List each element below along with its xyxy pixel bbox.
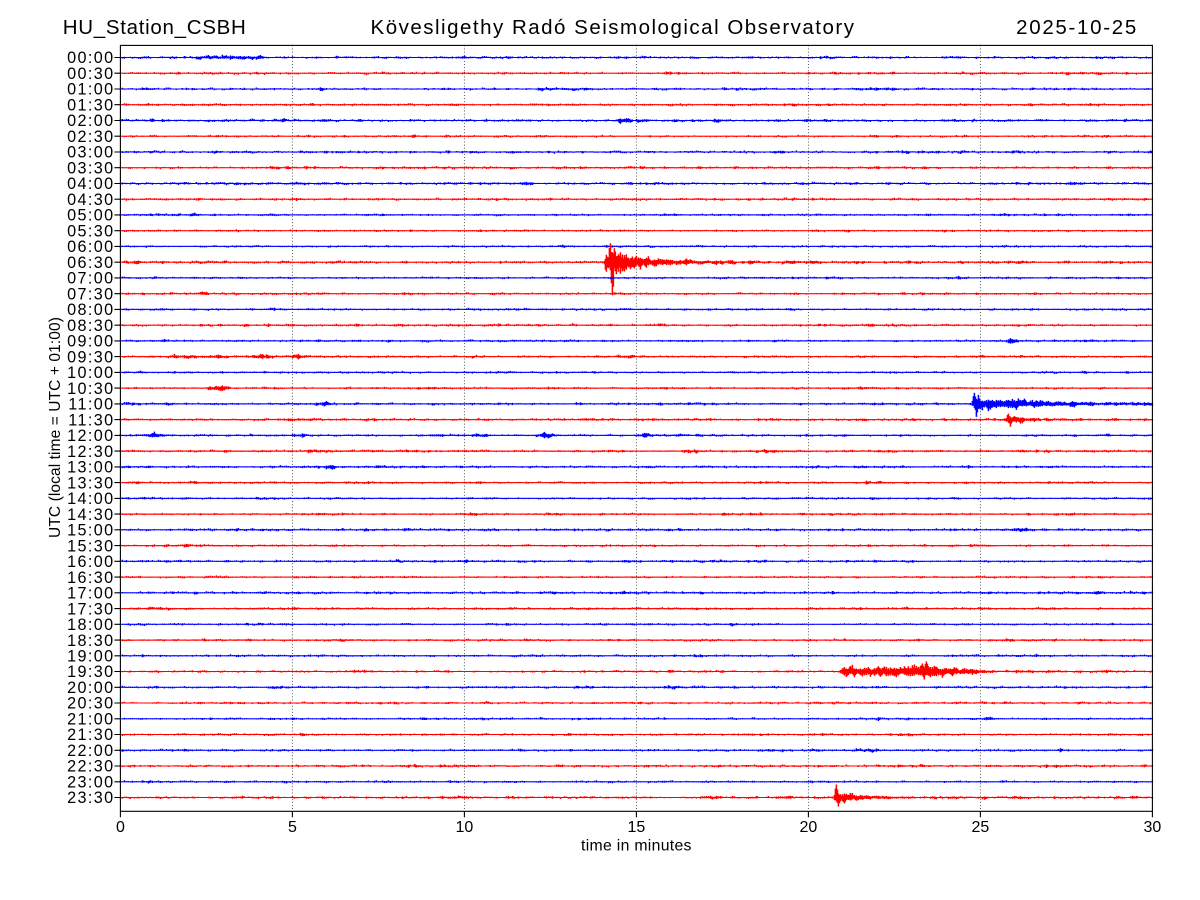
svg-text:12:30: 12:30 bbox=[67, 443, 115, 461]
svg-text:16:30: 16:30 bbox=[67, 569, 115, 587]
svg-text:08:30: 08:30 bbox=[67, 317, 115, 335]
svg-text:15:00: 15:00 bbox=[67, 522, 115, 540]
svg-text:11:00: 11:00 bbox=[68, 396, 114, 414]
svg-text:00:00: 00:00 bbox=[67, 49, 115, 67]
svg-text:25: 25 bbox=[972, 819, 990, 836]
svg-text:21:30: 21:30 bbox=[67, 726, 115, 744]
svg-text:18:00: 18:00 bbox=[67, 616, 115, 634]
svg-text:10:30: 10:30 bbox=[67, 380, 115, 398]
svg-text:20:30: 20:30 bbox=[67, 695, 115, 713]
svg-text:13:00: 13:00 bbox=[67, 459, 115, 477]
svg-text:08:00: 08:00 bbox=[67, 301, 115, 319]
svg-text:13:30: 13:30 bbox=[67, 474, 115, 492]
svg-text:Kövesligethy Radó Seismologica: Kövesligethy Radó Seismological Observat… bbox=[371, 16, 856, 39]
svg-text:06:00: 06:00 bbox=[67, 238, 115, 256]
svg-text:22:30: 22:30 bbox=[67, 758, 115, 776]
svg-text:12:00: 12:00 bbox=[67, 427, 115, 445]
svg-text:10: 10 bbox=[456, 819, 474, 836]
svg-text:5: 5 bbox=[288, 819, 297, 836]
svg-text:23:00: 23:00 bbox=[67, 774, 115, 792]
svg-text:time in minutes: time in minutes bbox=[581, 838, 692, 855]
svg-text:04:00: 04:00 bbox=[67, 175, 115, 193]
svg-text:10:00: 10:00 bbox=[67, 364, 115, 382]
svg-text:30: 30 bbox=[1144, 819, 1162, 836]
svg-text:07:30: 07:30 bbox=[67, 285, 115, 303]
svg-text:23:30: 23:30 bbox=[67, 789, 115, 807]
svg-text:20: 20 bbox=[800, 819, 818, 836]
svg-text:15:30: 15:30 bbox=[67, 537, 115, 555]
svg-text:18:30: 18:30 bbox=[67, 632, 115, 650]
svg-text:05:30: 05:30 bbox=[67, 222, 115, 240]
svg-text:03:30: 03:30 bbox=[67, 159, 115, 177]
svg-text:11:30: 11:30 bbox=[68, 411, 114, 429]
svg-text:02:30: 02:30 bbox=[67, 128, 115, 146]
svg-text:07:00: 07:00 bbox=[67, 270, 115, 288]
svg-text:0: 0 bbox=[116, 819, 125, 836]
svg-text:03:00: 03:00 bbox=[67, 144, 115, 162]
svg-text:HU_Station_CSBH: HU_Station_CSBH bbox=[63, 16, 247, 39]
svg-text:01:00: 01:00 bbox=[67, 81, 115, 99]
svg-text:2025-10-25: 2025-10-25 bbox=[1016, 16, 1138, 39]
svg-text:19:00: 19:00 bbox=[67, 648, 115, 666]
svg-text:16:00: 16:00 bbox=[67, 553, 115, 571]
svg-text:09:30: 09:30 bbox=[67, 348, 115, 366]
svg-text:17:00: 17:00 bbox=[67, 585, 115, 603]
svg-text:17:30: 17:30 bbox=[67, 600, 115, 618]
svg-text:02:00: 02:00 bbox=[67, 112, 115, 130]
svg-text:UTC (local time = UTC + 01:00): UTC (local time = UTC + 01:00) bbox=[47, 317, 64, 538]
svg-text:14:00: 14:00 bbox=[67, 490, 115, 508]
svg-text:04:30: 04:30 bbox=[67, 191, 115, 209]
svg-text:01:30: 01:30 bbox=[67, 96, 115, 114]
svg-text:19:30: 19:30 bbox=[67, 663, 115, 681]
svg-text:06:30: 06:30 bbox=[67, 254, 115, 272]
svg-text:22:00: 22:00 bbox=[67, 742, 115, 760]
svg-text:15: 15 bbox=[628, 819, 646, 836]
svg-text:14:30: 14:30 bbox=[67, 506, 115, 524]
svg-text:05:00: 05:00 bbox=[67, 207, 115, 225]
svg-text:20:00: 20:00 bbox=[67, 679, 115, 697]
svg-text:00:30: 00:30 bbox=[67, 65, 115, 83]
svg-text:21:00: 21:00 bbox=[67, 711, 115, 729]
svg-text:09:00: 09:00 bbox=[67, 333, 115, 351]
